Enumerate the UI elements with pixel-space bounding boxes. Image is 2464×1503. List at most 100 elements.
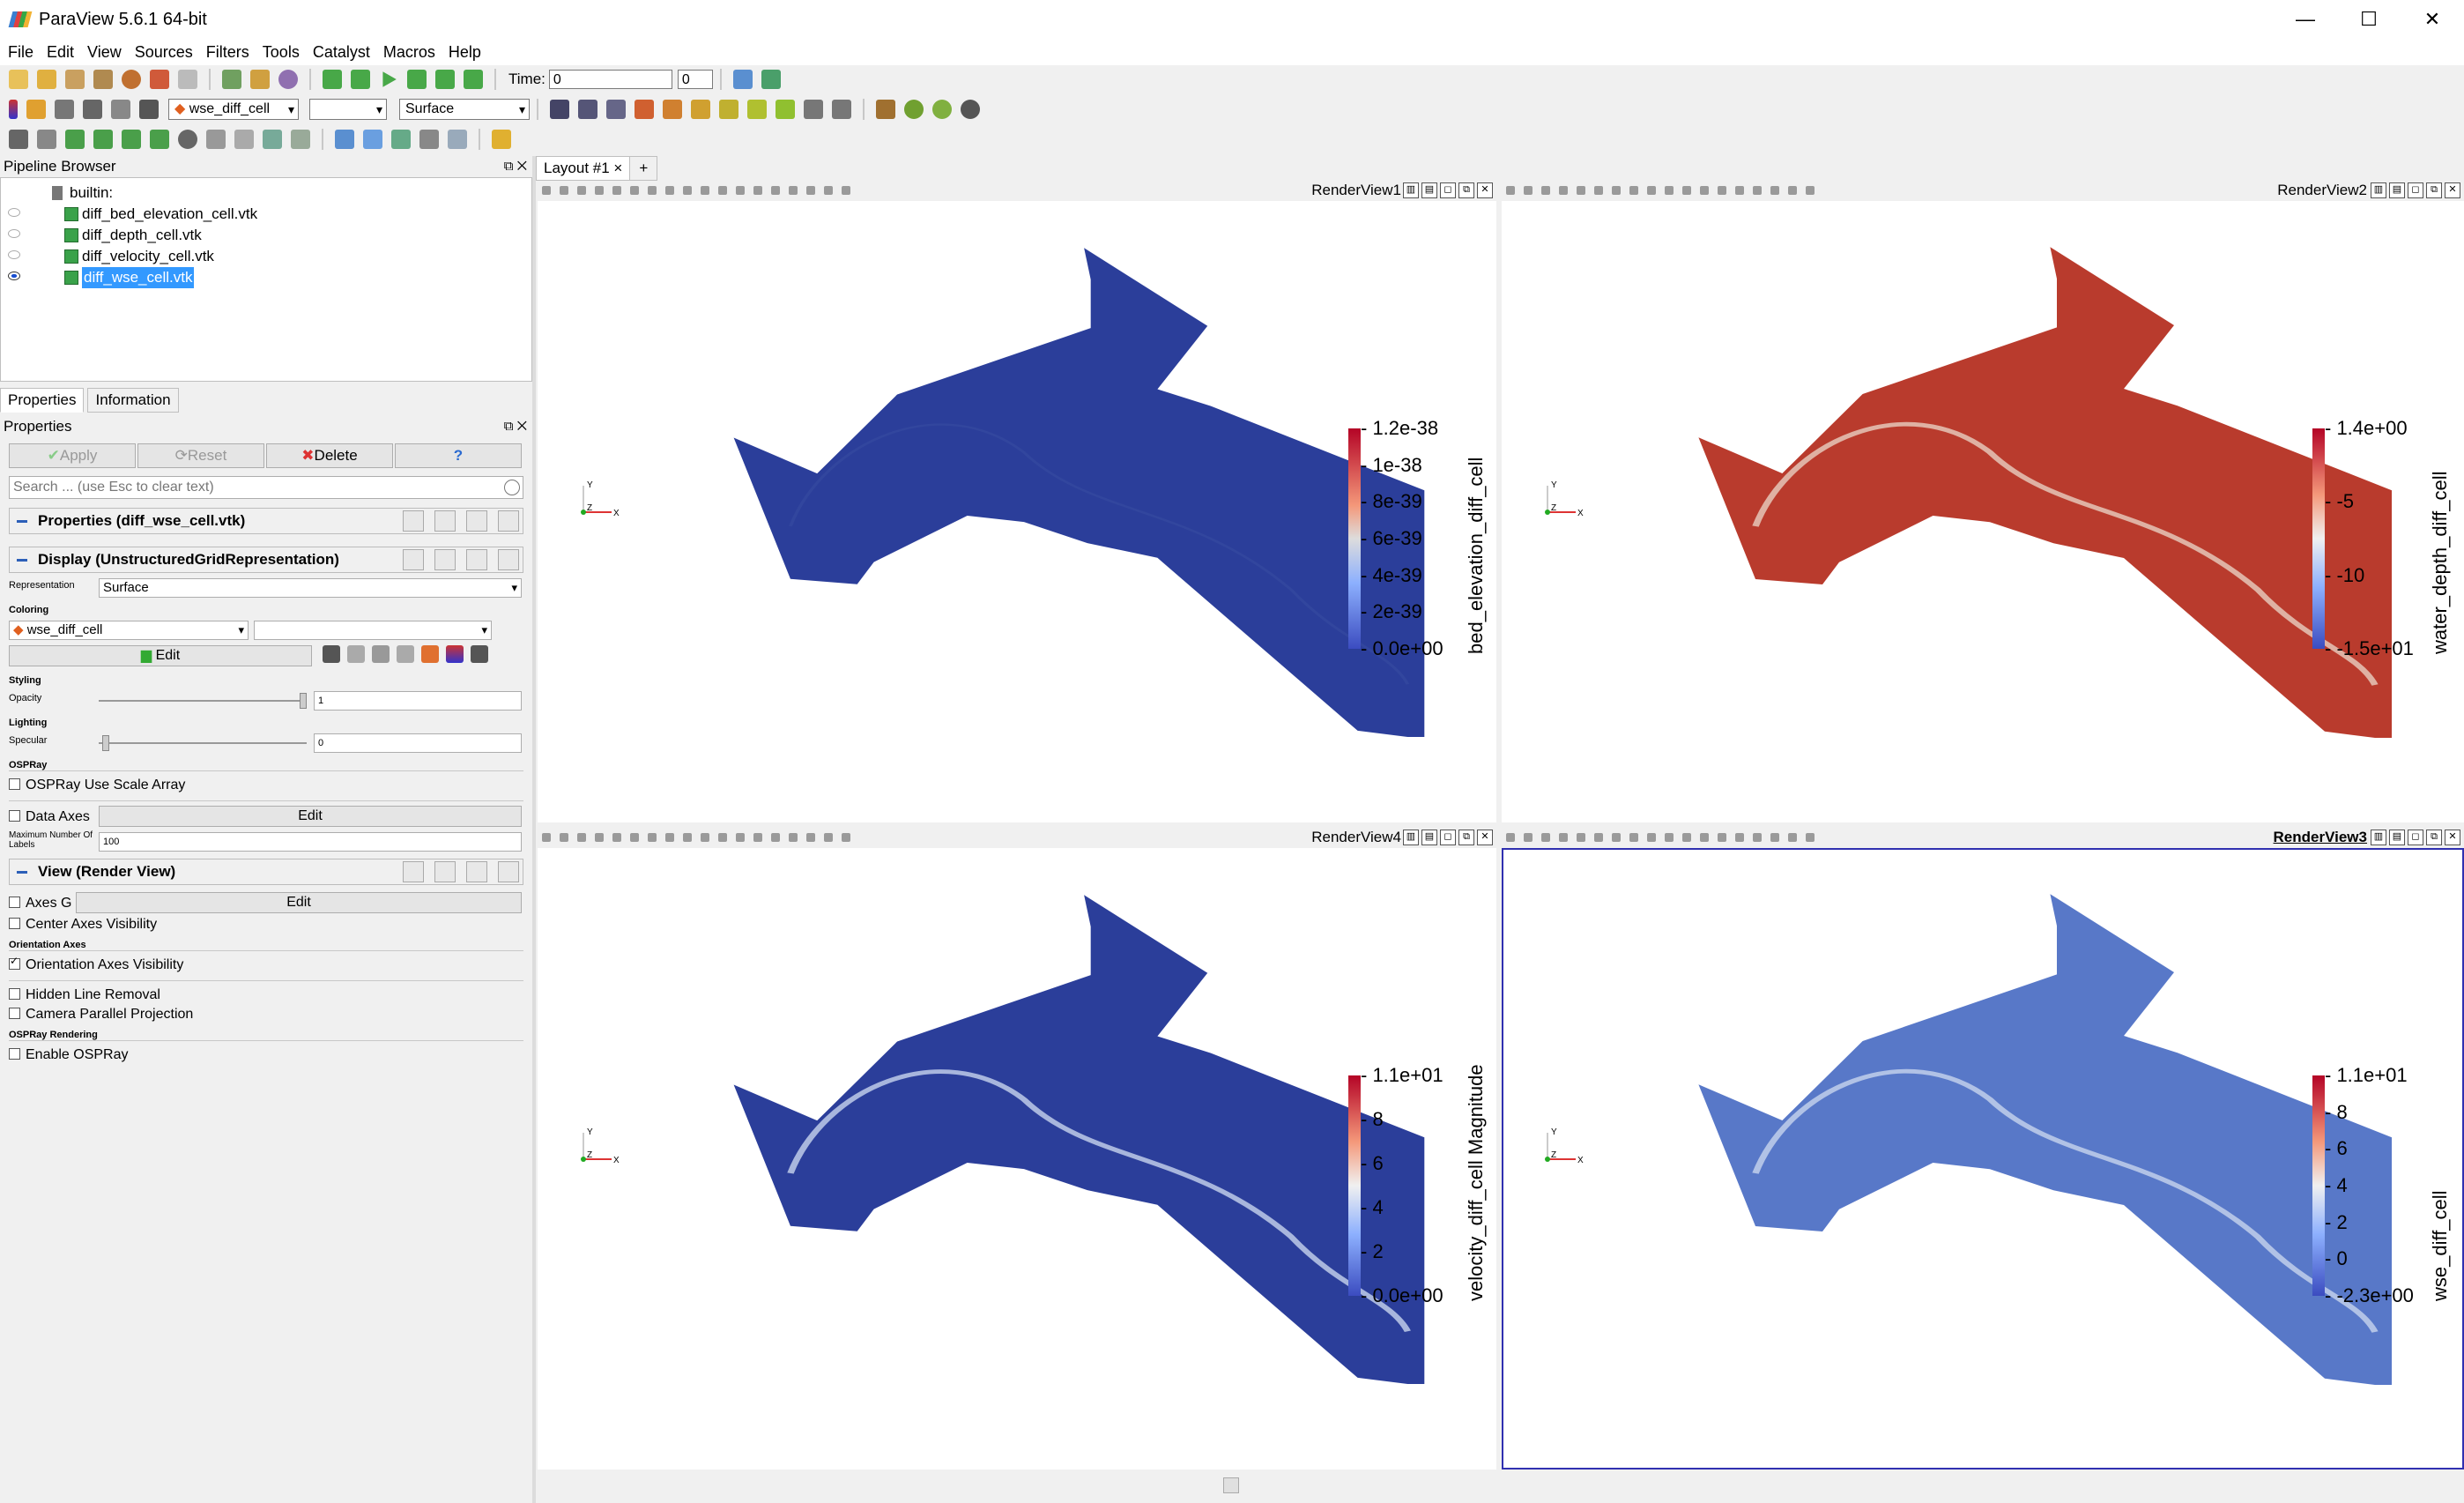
- clear-selection-icon[interactable]: [448, 130, 467, 149]
- orientation-axes-checkbox[interactable]: Orientation Axes Visibility: [9, 955, 183, 973]
- clip-icon[interactable]: [65, 130, 85, 149]
- representation-select[interactable]: Surface: [399, 99, 530, 120]
- save-data-icon[interactable]: [65, 70, 85, 89]
- render-view-4[interactable]: Y Z X - 1.1e+01 - 8 - 6 - 4 - 2 - 0.0e+00 velocit…: [538, 848, 1496, 1470]
- specular-slider-handle[interactable]: [102, 735, 109, 751]
- color-by-select[interactable]: ◆ wse_diff_cell: [168, 99, 299, 120]
- glyph-icon[interactable]: [178, 130, 197, 149]
- section-tools[interactable]: [392, 510, 519, 532]
- view-plus-z-icon[interactable]: [747, 100, 767, 119]
- show-center-icon[interactable]: [932, 100, 952, 119]
- contour-icon[interactable]: [37, 130, 56, 149]
- select-cells-icon[interactable]: [335, 130, 354, 149]
- color-legend-bar[interactable]: [1348, 1075, 1361, 1296]
- apply-button[interactable]: ✔ Apply: [9, 443, 136, 468]
- view-minus-z-icon[interactable]: [776, 100, 795, 119]
- maximize-button[interactable]: ☐: [2360, 8, 2378, 30]
- menu-view[interactable]: View: [87, 42, 122, 61]
- section-display[interactable]: Display (UnstructuredGridRepresentation): [9, 547, 523, 573]
- coloring-dropdown[interactable]: ◆ wse_diff_cell: [9, 621, 249, 640]
- extract-subset-icon[interactable]: [150, 130, 169, 149]
- pipeline-item-depth[interactable]: diff_depth_cell.vtk: [64, 225, 202, 246]
- next-frame-icon[interactable]: [407, 70, 427, 89]
- spreadsheet-icon[interactable]: [761, 70, 781, 89]
- section-tools[interactable]: [392, 861, 519, 882]
- menu-edit[interactable]: Edit: [47, 42, 75, 61]
- edit-colormap-button[interactable]: ▆ Edit: [9, 645, 312, 666]
- loop-icon[interactable]: [464, 70, 483, 89]
- specular-input[interactable]: 0: [314, 733, 522, 753]
- find-data-icon[interactable]: [732, 70, 753, 89]
- redo-icon[interactable]: [178, 70, 197, 89]
- view-plus-x-icon[interactable]: [635, 100, 654, 119]
- group-datasets-icon[interactable]: [263, 130, 282, 149]
- toggle-colorbar-icon[interactable]: [446, 645, 464, 663]
- delete-button[interactable]: ✖ Delete: [266, 443, 393, 468]
- last-frame-icon[interactable]: [435, 70, 455, 89]
- color-legend-bar[interactable]: [2312, 428, 2325, 649]
- save-state-icon[interactable]: [93, 70, 113, 89]
- interactive-select-icon[interactable]: [391, 130, 411, 149]
- panel-splitter[interactable]: [532, 156, 536, 1503]
- opacity-input[interactable]: 1: [314, 691, 522, 711]
- rescale-time-icon[interactable]: [83, 100, 102, 119]
- color-map-editor-icon[interactable]: [9, 100, 18, 119]
- resize-grip-icon[interactable]: [1223, 1477, 1239, 1493]
- choose-preset-icon[interactable]: [323, 645, 340, 663]
- threshold-icon[interactable]: [122, 130, 141, 149]
- menu-help[interactable]: Help: [448, 42, 481, 61]
- stream-tracer-icon[interactable]: [206, 130, 226, 149]
- max-labels-input[interactable]: 100: [99, 832, 522, 852]
- pick-center-icon[interactable]: [904, 100, 924, 119]
- panel-float-close-icons[interactable]: ⧉ ✕: [503, 419, 527, 434]
- view-toolbar-icons[interactable]: [1502, 833, 1819, 842]
- view-minus-y-icon[interactable]: [719, 100, 738, 119]
- open-file-icon[interactable]: [9, 70, 28, 89]
- connect-icon[interactable]: [122, 70, 141, 89]
- rescale-icon[interactable]: [347, 645, 365, 663]
- visibility-eye-icon[interactable]: [8, 250, 20, 259]
- advanced-gear-icon[interactable]: [504, 480, 520, 495]
- extract-level-icon[interactable]: [291, 130, 310, 149]
- undo-icon[interactable]: [150, 70, 169, 89]
- timestep-spinbox[interactable]: 0: [677, 70, 713, 89]
- settings-icon[interactable]: [278, 70, 298, 89]
- render-view-1[interactable]: Y Z X - 1.2e-38 - 1e-38 - 8e-39 - 6e-39 - 4e-39…: [538, 201, 1496, 822]
- menu-macros[interactable]: Macros: [382, 42, 435, 61]
- center-on-data-icon[interactable]: [876, 100, 895, 119]
- camera-parallel-checkbox[interactable]: Camera Parallel Projection: [9, 1007, 193, 1023]
- view-toolbar-icons[interactable]: [1502, 186, 1819, 195]
- colorbar-settings-icon[interactable]: [471, 645, 488, 663]
- play-icon[interactable]: [382, 71, 397, 87]
- tab-information[interactable]: Information: [87, 388, 179, 413]
- camera-redo-icon[interactable]: [250, 70, 270, 89]
- opacity-slider-handle[interactable]: [300, 693, 307, 709]
- ruler-icon[interactable]: [492, 130, 511, 149]
- zoom-to-data-icon[interactable]: [578, 100, 597, 119]
- rescale-visible-icon[interactable]: [397, 645, 414, 663]
- opacity-slider[interactable]: [99, 700, 307, 702]
- menu-filters[interactable]: Filters: [205, 42, 249, 61]
- component-select[interactable]: [309, 99, 387, 120]
- scalar-bar-icon[interactable]: [421, 645, 439, 663]
- visibility-eye-icon[interactable]: [8, 229, 20, 238]
- rescale-custom-icon[interactable]: [372, 645, 390, 663]
- rotate-minus90-icon[interactable]: [832, 100, 851, 119]
- pipeline-item-wse[interactable]: diff_wse_cell.vtk: [64, 267, 195, 288]
- time-input[interactable]: 0: [548, 70, 672, 89]
- menu-tools[interactable]: Tools: [262, 42, 300, 61]
- view-frame-buttons[interactable]: ▥ ▤ ◻ ⧉ ✕: [1400, 830, 1493, 845]
- center-axes-checkbox[interactable]: Center Axes Visibility: [9, 917, 157, 933]
- first-frame-icon[interactable]: [323, 70, 342, 89]
- minimize-button[interactable]: —: [2296, 8, 2315, 30]
- panel-float-close-icons[interactable]: ⧉ ✕: [503, 159, 527, 174]
- reset-center-icon[interactable]: [961, 100, 980, 119]
- rescale-data-icon[interactable]: [26, 100, 46, 119]
- color-legend-bar[interactable]: [1348, 428, 1361, 649]
- axes-grid-edit-button[interactable]: Edit: [76, 892, 522, 913]
- view-toolbar-icons[interactable]: [538, 833, 855, 842]
- pipeline-item-velocity[interactable]: diff_velocity_cell.vtk: [64, 246, 214, 267]
- menu-file[interactable]: File: [8, 42, 34, 61]
- slice-icon[interactable]: [93, 130, 113, 149]
- calculator-icon[interactable]: [9, 130, 28, 149]
